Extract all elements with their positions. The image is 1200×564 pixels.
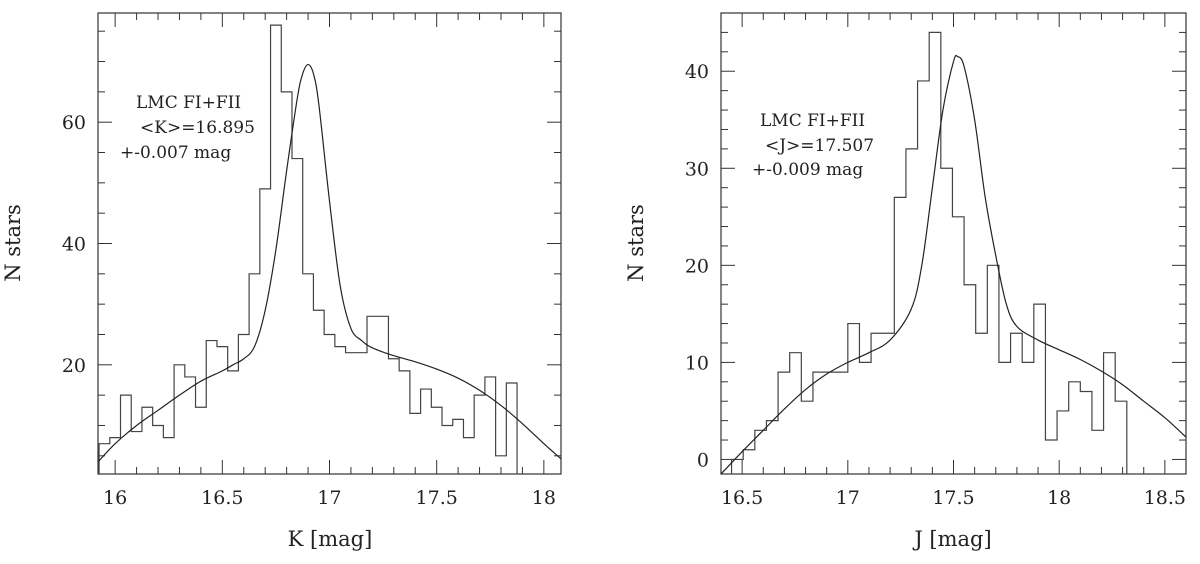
panel-k-fit	[97, 63, 562, 463]
panel-j-xlabel: J [mag]	[912, 527, 991, 551]
panel-j-ytick-label: 10	[685, 352, 709, 374]
panel-j-frame	[720, 12, 1187, 475]
panel-k-histogram	[98, 24, 518, 474]
panel-k: 16 16.5 17 17.5 18 20 40 60 LMC FI+FII <K>=16.8…	[1, 12, 562, 551]
panel-j-ticks: 16.5 17 17.5 18 18.5 0 10 20 30 40	[685, 12, 1187, 509]
panel-j-fit	[720, 54, 1187, 475]
panel-k-fit-curve	[97, 63, 562, 463]
panel-k-frame	[97, 12, 562, 475]
panel-k-ylabel: N stars	[1, 204, 25, 282]
panel-j-histogram	[730, 31, 1128, 474]
panel-j-annotation-line-1: LMC FI+FII	[760, 111, 865, 131]
panel-j-ytick-label: 20	[685, 255, 709, 277]
panel-k-ytick-label: 20	[62, 355, 86, 377]
panel-k-xtick-label: 16.5	[201, 487, 243, 509]
panel-k-xtick-label: 17	[317, 487, 341, 509]
panel-j: 16.5 17 17.5 18 18.5 0 10 20 30 40 LMC FI+FII <J>…	[624, 12, 1187, 551]
panel-j-ytick-label: 40	[685, 61, 709, 83]
panel-k-xtick-label: 18	[532, 487, 556, 509]
panel-k-xlabel: K [mag]	[288, 527, 373, 551]
panel-j-ytick-label: 0	[697, 449, 709, 471]
panel-j-xtick-label: 16.5	[721, 487, 763, 509]
panel-j-ylabel: N stars	[624, 204, 648, 282]
panel-k-xtick-label: 17.5	[416, 487, 458, 509]
panel-j-ytick-label: 30	[685, 158, 709, 180]
panel-j-annotation-line-2: <J>=17.507	[765, 136, 874, 156]
panel-j-xtick-label: 17	[836, 487, 860, 509]
panel-k-ytick-label: 40	[62, 234, 86, 256]
panel-j-xtick-label: 18	[1047, 487, 1071, 509]
panel-k-annotation-line-1: LMC FI+FII	[136, 93, 241, 113]
panel-j-xtick-label: 18.5	[1144, 487, 1186, 509]
panel-k-annotation-line-2: <K>=16.895	[140, 118, 255, 138]
panel-k-xtick-label: 16	[103, 487, 127, 509]
panel-k-ticks: 16 16.5 17 17.5 18 20 40 60	[62, 13, 561, 509]
panel-j-xtick-label: 17.5	[932, 487, 974, 509]
panel-k-annotation-line-3: +-0.007 mag	[120, 143, 231, 163]
panel-j-fit-curve	[720, 54, 1187, 475]
panel-j-annotation-line-3: +-0.009 mag	[752, 160, 863, 180]
panel-j-histogram-steps	[730, 31, 1128, 474]
panel-k-histogram-steps	[98, 24, 518, 474]
panel-k-ytick-label: 60	[62, 112, 86, 134]
